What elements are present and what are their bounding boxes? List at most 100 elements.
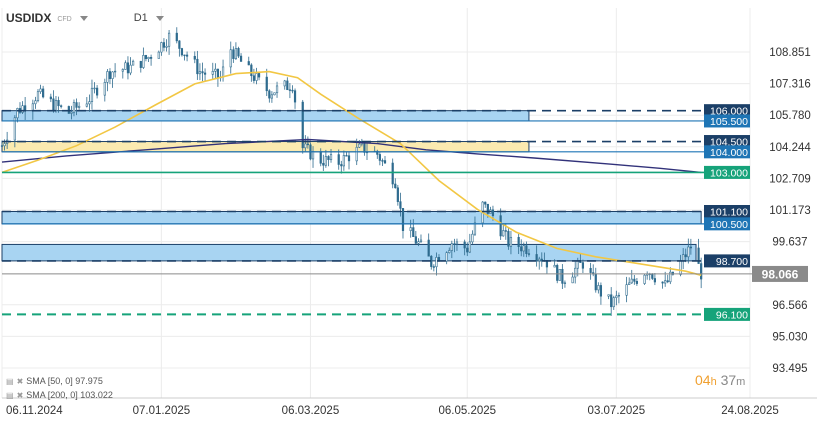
candle-body bbox=[39, 88, 42, 93]
time-tick-label: 06.11.2024 bbox=[6, 405, 63, 417]
candle-body bbox=[129, 64, 132, 74]
candle-body bbox=[666, 280, 669, 283]
candle-body bbox=[589, 267, 592, 273]
level-label: 105.500 bbox=[710, 116, 748, 128]
candle-body bbox=[139, 60, 142, 68]
candle-body bbox=[237, 48, 240, 57]
candle-body bbox=[435, 257, 438, 268]
candle-body bbox=[615, 295, 618, 299]
candle-body bbox=[697, 247, 700, 264]
candle-body bbox=[160, 42, 163, 53]
candle-body bbox=[486, 203, 489, 214]
candle-body bbox=[610, 294, 613, 308]
candle-body bbox=[293, 90, 297, 103]
candle-body bbox=[178, 40, 181, 49]
candle-body bbox=[563, 282, 567, 284]
candle-body bbox=[502, 230, 505, 237]
price-axis: 108.851 107.316 105.780 104.244 102.709 101.1… bbox=[769, 47, 811, 375]
level-label-box bbox=[704, 135, 750, 149]
candle-body bbox=[0, 145, 4, 147]
chevron-down-icon[interactable] bbox=[79, 15, 88, 21]
timer-hours: 04 bbox=[695, 372, 711, 388]
candle-body bbox=[409, 227, 412, 232]
candle-body bbox=[185, 54, 189, 57]
candle-body bbox=[3, 143, 6, 147]
candle-body bbox=[142, 55, 145, 68]
level-lines: 106.000105.500104.500104.000103.000101.1… bbox=[2, 104, 808, 321]
price-tick-label: 93.495 bbox=[772, 363, 807, 375]
candle-body bbox=[327, 156, 330, 161]
candle-body bbox=[574, 267, 577, 278]
candle-body bbox=[450, 243, 453, 251]
candle-body bbox=[167, 32, 171, 47]
symbol-selector[interactable]: USDIDX bbox=[6, 11, 52, 25]
candle-body bbox=[412, 227, 415, 237]
candle-body bbox=[203, 72, 207, 75]
time-axis: 06.11.2024 07.01.2025 06.03.2025 06.05.2025… bbox=[2, 397, 817, 417]
price-tick-label: 101.173 bbox=[769, 205, 811, 217]
candle-body bbox=[643, 274, 646, 284]
candle-body bbox=[473, 222, 477, 235]
candle-body bbox=[340, 164, 343, 167]
level-label-box bbox=[704, 114, 750, 128]
candle-body bbox=[419, 239, 423, 242]
candle-body bbox=[201, 71, 204, 74]
level-label: 100.500 bbox=[710, 219, 748, 231]
candle-body bbox=[381, 160, 384, 162]
candle-body bbox=[671, 271, 674, 275]
candle-body bbox=[383, 160, 387, 164]
candle-body bbox=[466, 247, 469, 253]
price-tick-label: 104.244 bbox=[769, 142, 811, 154]
candle-body bbox=[509, 236, 513, 247]
close-icon[interactable]: ✖ bbox=[16, 376, 24, 386]
close-icon[interactable]: ✖ bbox=[16, 390, 24, 400]
level-label-box bbox=[704, 205, 750, 219]
price-tick-label: 99.637 bbox=[772, 237, 807, 249]
candle-body bbox=[144, 55, 148, 60]
indicator-legend-sma50[interactable]: ▤ ✖ SMA [50, 0] 97.975 bbox=[6, 376, 103, 386]
candle-body bbox=[165, 45, 168, 48]
level-label: 104.000 bbox=[710, 147, 748, 159]
candle-body bbox=[126, 62, 130, 74]
candle-body bbox=[52, 98, 55, 111]
sma200-label: SMA [200, 0] 103.022 bbox=[26, 390, 113, 400]
chevron-down-icon[interactable] bbox=[155, 15, 164, 21]
timer-minutes: 37 bbox=[720, 372, 737, 388]
candle-body bbox=[180, 48, 184, 56]
candle-body bbox=[394, 183, 397, 189]
candle-body bbox=[594, 273, 597, 291]
indicator-legend-sma200[interactable]: ▤ ✖ SMA [200, 0] 103.022 bbox=[6, 390, 113, 400]
menu-icon[interactable]: ▤ bbox=[6, 390, 14, 400]
timeframe-selector[interactable]: D1 bbox=[133, 12, 148, 24]
candle-body bbox=[597, 285, 600, 291]
candle-body bbox=[36, 91, 40, 102]
candle-body bbox=[54, 100, 58, 111]
candle-body bbox=[463, 241, 466, 249]
candle-body bbox=[358, 143, 361, 148]
timer-minutes-unit: m bbox=[736, 376, 746, 388]
candle-body bbox=[401, 208, 405, 232]
candle-body bbox=[661, 281, 664, 284]
candle-body bbox=[311, 151, 315, 160]
candle-body bbox=[432, 266, 435, 268]
candle-body bbox=[283, 80, 286, 87]
candle-body bbox=[517, 236, 520, 247]
candle-body bbox=[88, 101, 91, 105]
price-tick-label: 95.030 bbox=[772, 331, 807, 343]
candle-body bbox=[211, 70, 214, 75]
menu-icon[interactable]: ▤ bbox=[6, 376, 14, 386]
candle-body bbox=[75, 102, 78, 108]
candle-body bbox=[607, 294, 610, 297]
current-price-box bbox=[752, 265, 808, 282]
candles bbox=[0, 27, 703, 316]
candle-countdown: 04h 37m bbox=[695, 372, 745, 388]
time-tick-label: 06.05.2025 bbox=[438, 405, 496, 417]
candle-body bbox=[376, 150, 379, 155]
candle-body bbox=[286, 80, 289, 91]
candle-body bbox=[399, 201, 402, 209]
candle-body bbox=[471, 233, 474, 243]
candle-body bbox=[499, 215, 502, 237]
candle-body bbox=[455, 241, 459, 245]
symbol-type: CFD bbox=[57, 16, 72, 23]
